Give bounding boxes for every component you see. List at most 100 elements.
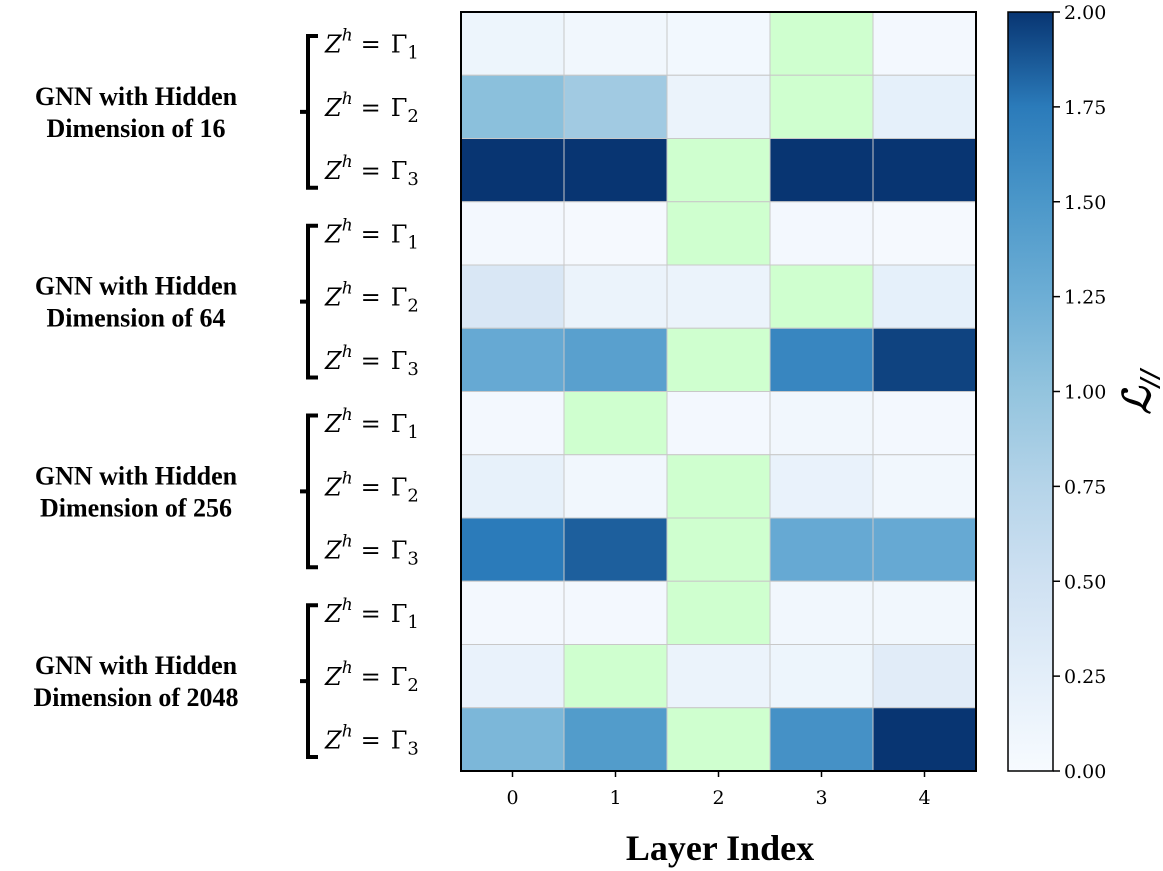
heatmap-cell (563, 327, 668, 392)
heatmap-cell (563, 517, 668, 582)
heatmap-cell (666, 11, 771, 76)
colorbar-tick-label: 2.00 (1064, 2, 1106, 24)
row-label-lhs: Z (324, 220, 343, 248)
row-label-sup: h (342, 405, 353, 425)
heatmap-cell (460, 454, 565, 519)
row-label-lhs: Z (324, 157, 343, 185)
colorbar-tick-label: 1.00 (1064, 382, 1106, 404)
row-label-eq: = (361, 600, 381, 628)
group-label-line: GNN with Hidden (35, 651, 238, 680)
row-label: Zh = Γ2 (324, 468, 419, 506)
row-label-sup: h (342, 215, 353, 235)
row-label-sub: 2 (407, 485, 418, 506)
row-label-sub: 2 (407, 106, 418, 127)
heatmap-cell (666, 644, 771, 709)
heatmap-cell (460, 138, 565, 203)
row-label-sup: h (342, 152, 353, 172)
heatmap-cell (666, 327, 771, 392)
heatmap-cell (872, 391, 977, 456)
heatmap-cell (563, 264, 668, 329)
row-label: Zh = Γ1 (324, 215, 419, 253)
heatmap-cell (460, 11, 565, 76)
x-tick-label: 1 (609, 787, 621, 809)
row-label-sup: h (342, 721, 353, 741)
row-label-lhs: Z (324, 31, 343, 59)
heatmap-cell (769, 138, 874, 203)
row-label-sym: Γ (391, 473, 408, 501)
row-label-sym: Γ (391, 410, 408, 438)
colorbar-tick-label: 1.75 (1064, 97, 1106, 119)
colorbar-tick-label: 1.25 (1064, 287, 1106, 309)
row-label-lhs: Z (324, 284, 343, 312)
heatmap-cell (769, 327, 874, 392)
row-label-lhs: Z (324, 473, 343, 501)
row-label-eq: = (361, 663, 381, 691)
heatmap-cells (460, 11, 977, 772)
heatmap-cell (872, 707, 977, 772)
heatmap-cell (769, 517, 874, 582)
row-label-sym: Γ (391, 726, 408, 754)
row-label-sub: 1 (407, 232, 418, 253)
row-label-sup: h (342, 89, 353, 109)
row-label-lhs: Z (324, 410, 343, 438)
row-label-sup: h (342, 468, 353, 488)
row-label-sym: Γ (391, 94, 408, 122)
row-label-lhs: Z (324, 537, 343, 565)
row-label-lhs: Z (324, 94, 343, 122)
heatmap-cell (563, 201, 668, 266)
row-label: Zh = Γ1 (324, 595, 419, 633)
colorbar-label-main: ℒ (1114, 385, 1159, 414)
group-label: GNN with Hidden Dimension of 2048 (33, 651, 238, 712)
row-label: Zh = Γ3 (324, 532, 419, 570)
heatmap-cell (872, 454, 977, 519)
row-label-sym: Γ (391, 347, 408, 375)
heatmap-cell (563, 74, 668, 139)
group-bracket (300, 413, 318, 570)
row-label-lhs: Z (324, 663, 343, 691)
row-label-sub: 3 (407, 549, 418, 570)
group-label-line: GNN with Hidden (35, 461, 238, 490)
row-label-sym: Γ (391, 284, 408, 312)
x-tick-label: 4 (918, 787, 930, 809)
group-label: GNN with Hidden Dimension of 64 (35, 272, 238, 333)
row-label-eq: = (361, 537, 381, 565)
heatmap-cell (460, 327, 565, 392)
heatmap-cell (872, 11, 977, 76)
row-label: Zh = Γ1 (324, 26, 419, 64)
row-label-eq: = (361, 410, 381, 438)
row-label: Zh = Γ2 (324, 89, 419, 127)
heatmap-cell (872, 264, 977, 329)
row-label: Zh = Γ3 (324, 721, 419, 759)
row-label-sub: 1 (407, 612, 418, 633)
row-label-sym: Γ (391, 220, 408, 248)
row-label: Zh = Γ2 (324, 658, 419, 696)
row-label-lhs: Z (324, 726, 343, 754)
heatmap-cell (769, 580, 874, 645)
heatmap-cell (666, 454, 771, 519)
row-label-sup: h (342, 658, 353, 678)
row-label-eq: = (361, 347, 381, 375)
row-label-sym: Γ (391, 663, 408, 691)
x-axis-ticks: 0 1 2 3 4 (506, 771, 931, 809)
row-label-sub: 3 (407, 738, 418, 759)
heatmap-cell (769, 264, 874, 329)
row-label-eq: = (361, 94, 381, 122)
group-label-line: GNN with Hidden (35, 82, 238, 111)
x-tick-label: 3 (815, 787, 827, 809)
row-label-eq: = (361, 220, 381, 248)
heatmap-cell (563, 454, 668, 519)
group-bracket (300, 223, 318, 380)
heatmap-cell (460, 201, 565, 266)
heatmap-cell (666, 138, 771, 203)
group-label: GNN with Hidden Dimension of 256 (35, 461, 238, 522)
row-label-sup: h (342, 532, 353, 552)
row-label-eq: = (361, 157, 381, 185)
group-label-line: Dimension of 256 (40, 493, 232, 522)
heatmap-cell (666, 391, 771, 456)
heatmap-cell (666, 517, 771, 582)
heatmap-cell (460, 74, 565, 139)
heatmap-cell (563, 391, 668, 456)
row-label-sub: 3 (407, 169, 418, 190)
heatmap-cell (872, 517, 977, 582)
row-label-eq: = (361, 473, 381, 501)
